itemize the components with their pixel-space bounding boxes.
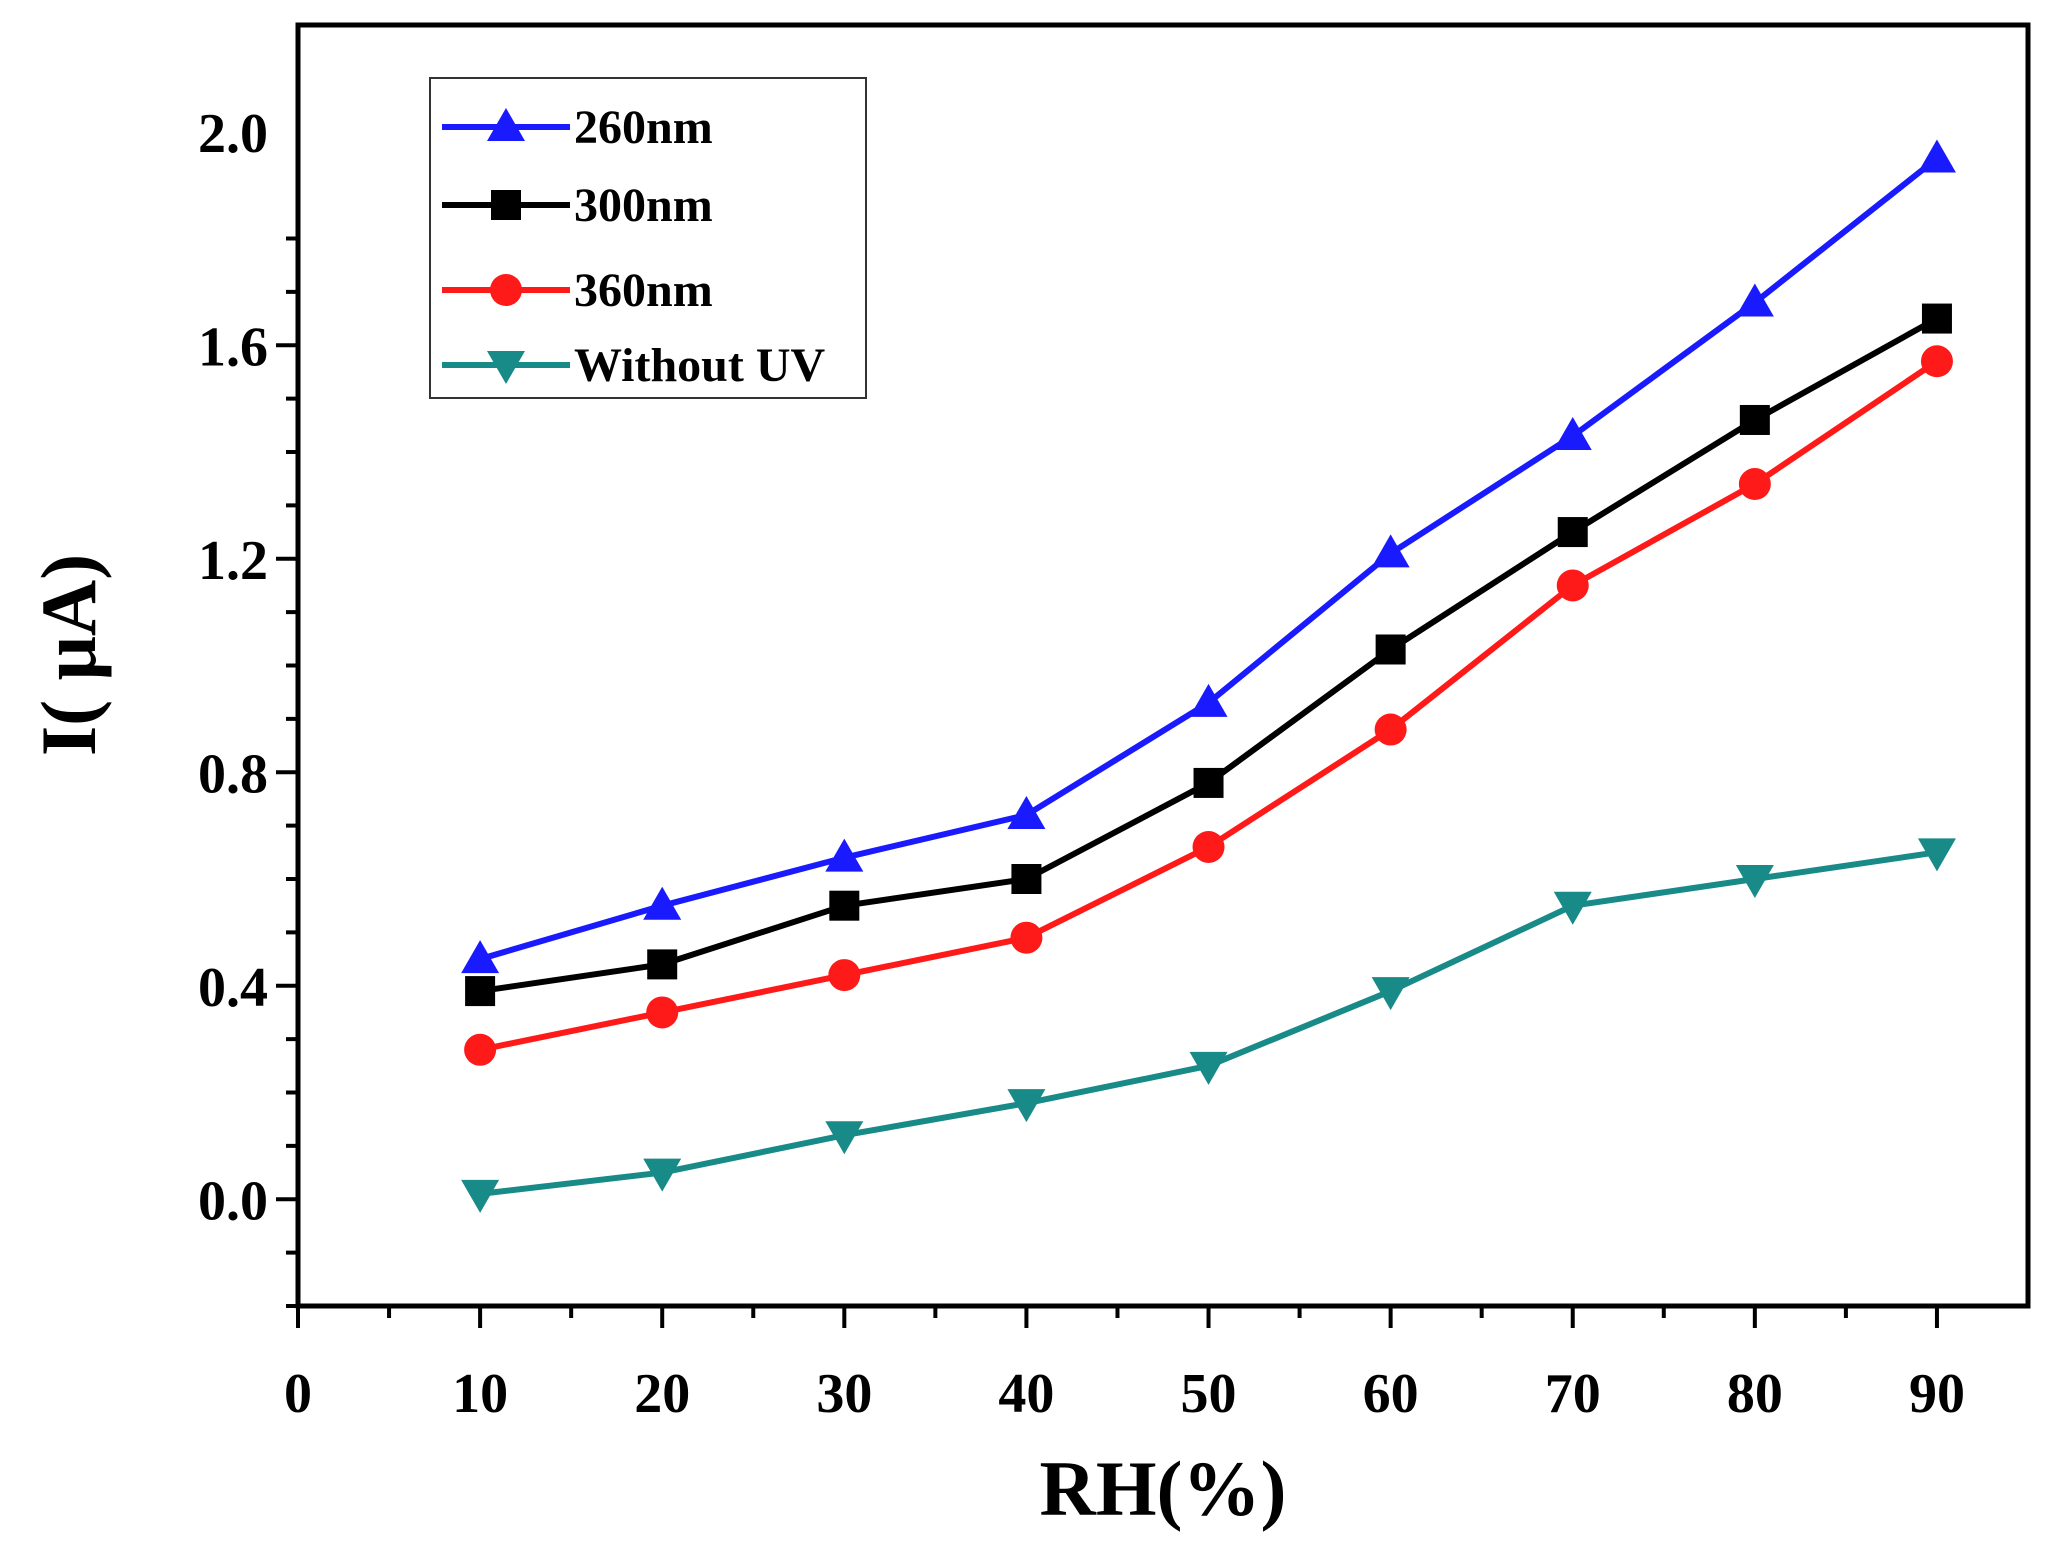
x-tick-label: 80 xyxy=(1727,1363,1783,1425)
data-point-without-uv xyxy=(1735,865,1774,898)
data-point-260nm xyxy=(1007,795,1046,829)
data-point-260nm xyxy=(643,886,682,920)
y-tick-label: 0.0 xyxy=(198,1170,268,1232)
legend-marker-without-uv xyxy=(487,351,525,384)
data-point-260nm xyxy=(1371,534,1410,568)
data-point-360nm xyxy=(464,1033,497,1066)
data-point-300nm xyxy=(829,890,860,921)
data-point-300nm xyxy=(1921,303,1952,334)
data-point-360nm xyxy=(1920,345,1953,378)
data-point-360nm xyxy=(1374,713,1407,746)
x-tick-label: 0 xyxy=(284,1363,312,1425)
data-point-300nm xyxy=(647,949,678,980)
series-without-uv xyxy=(461,838,1956,1213)
legend-label-360nm: 360nm xyxy=(574,264,713,317)
data-point-without-uv xyxy=(1917,838,1956,872)
data-point-300nm xyxy=(1193,767,1224,798)
data-point-300nm xyxy=(1739,404,1770,435)
legend-marker-300nm xyxy=(491,190,521,220)
series-300nm xyxy=(465,303,1952,1007)
x-axis-title: RH(%) xyxy=(1040,1445,1287,1532)
series-line-without-uv xyxy=(479,849,1938,1197)
data-point-without-uv xyxy=(643,1158,682,1192)
x-tick-label: 70 xyxy=(1545,1363,1601,1425)
legend-item-without-uv: Without UV xyxy=(442,339,825,392)
y-tick-labels: 0.0 0.4 0.8 1.2 1.6 2.0 xyxy=(198,103,268,1233)
y-tick-label: 0.8 xyxy=(198,743,268,805)
data-point-260nm xyxy=(1917,139,1956,173)
legend-items: 260nm 300nm 360nm Without UV xyxy=(442,101,825,392)
data-point-360nm xyxy=(1010,921,1043,954)
data-point-300nm xyxy=(1011,864,1042,894)
x-tick-label: 90 xyxy=(1909,1363,1965,1425)
series-360nm xyxy=(464,345,1953,1066)
data-point-300nm xyxy=(1375,634,1406,665)
data-point-360nm xyxy=(646,996,679,1029)
x-tick-label: 30 xyxy=(816,1363,872,1425)
x-tick-label: 10 xyxy=(452,1363,508,1425)
data-point-300nm xyxy=(1557,517,1588,548)
data-point-360nm xyxy=(1192,830,1225,863)
x-tick-label: 50 xyxy=(1181,1363,1237,1425)
data-point-without-uv xyxy=(461,1179,500,1213)
data-point-360nm xyxy=(828,959,861,992)
data-point-360nm xyxy=(1738,468,1771,501)
data-point-without-uv xyxy=(1553,891,1592,925)
legend: 260nm 300nm 360nm Without UV xyxy=(429,77,867,399)
legend-marker-360nm xyxy=(490,274,522,306)
axis-ticks xyxy=(276,236,1939,1328)
data-point-without-uv xyxy=(1189,1051,1228,1085)
x-tick-label: 60 xyxy=(1363,1363,1419,1425)
data-point-260nm xyxy=(461,940,500,974)
x-tick-labels: 0 10 20 30 40 50 60 70 80 90 xyxy=(284,1363,1965,1425)
data-point-260nm xyxy=(1735,283,1774,317)
data-point-260nm xyxy=(1553,416,1592,450)
legend-label-260nm: 260nm xyxy=(574,101,713,154)
series-layer xyxy=(461,139,1956,1213)
series-line-300nm xyxy=(479,315,1939,995)
legend-label-without-uv: Without UV xyxy=(574,339,825,392)
data-point-without-uv xyxy=(1007,1089,1046,1123)
data-point-260nm xyxy=(1189,683,1228,717)
data-point-without-uv xyxy=(825,1121,864,1155)
y-tick-label: 0.4 xyxy=(198,957,268,1019)
data-point-260nm xyxy=(825,838,864,872)
legend-label-300nm: 300nm xyxy=(574,179,713,232)
data-point-360nm xyxy=(1556,569,1589,602)
data-point-300nm xyxy=(465,976,496,1007)
y-tick-label: 2.0 xyxy=(198,103,268,165)
series-260nm xyxy=(461,139,1956,974)
x-tick-label: 20 xyxy=(634,1363,690,1425)
legend-marker-260nm xyxy=(487,108,525,141)
legend-item-300nm: 300nm xyxy=(442,179,713,232)
x-tick-label: 40 xyxy=(998,1363,1054,1425)
y-tick-label: 1.6 xyxy=(198,316,268,378)
legend-item-260nm: 260nm xyxy=(442,101,713,154)
data-point-without-uv xyxy=(1371,977,1410,1011)
y-tick-label: 1.2 xyxy=(198,530,268,592)
legend-item-360nm: 360nm xyxy=(442,264,713,317)
y-axis-title: I( μA) xyxy=(25,554,112,756)
